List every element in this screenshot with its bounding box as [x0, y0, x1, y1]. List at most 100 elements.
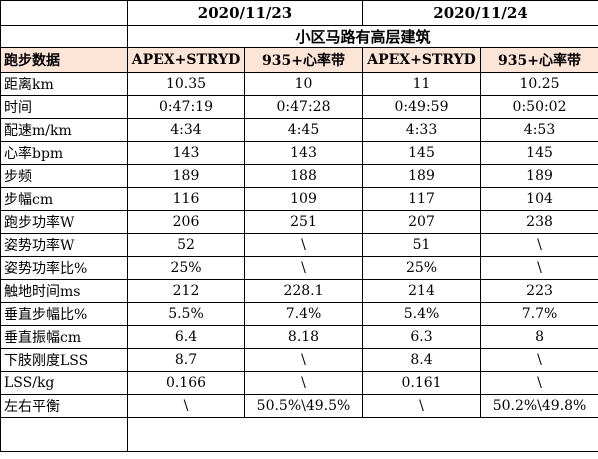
- value-cell[interactable]: 52: [127, 233, 245, 257]
- value-cell[interactable]: 4:53: [480, 118, 598, 142]
- data-rows: 距离km 10.35 10 11 10.25 时间 0:47:19 0:47:28 0:49:5…: [0, 72, 598, 418]
- value-cell[interactable]: 10: [243, 72, 364, 96]
- table-row: 下肢刚度LSS 8.7 \ 8.4 \: [0, 348, 598, 372]
- value-cell[interactable]: 188: [243, 164, 364, 188]
- table-row: 垂直步幅比% 5.5% 7.4% 5.4% 7.7%: [0, 302, 598, 326]
- value-cell[interactable]: \: [243, 256, 364, 280]
- value-cell[interactable]: \: [480, 371, 598, 395]
- row-label-cell[interactable]: 垂直振幅cm: [0, 325, 128, 349]
- row-label-cell[interactable]: 左右平衡: [0, 394, 128, 418]
- value-cell[interactable]: 4:34: [127, 118, 245, 142]
- row-label-cell[interactable]: 下肢刚度LSS: [0, 348, 128, 372]
- table-row: 时间 0:47:19 0:47:28 0:49:59 0:50:02: [0, 95, 598, 119]
- value-cell[interactable]: 212: [127, 279, 245, 303]
- table-row: 步幅cm 116 109 117 104: [0, 187, 598, 211]
- row-label-cell[interactable]: 垂直步幅比%: [0, 302, 128, 326]
- value-cell[interactable]: \: [243, 348, 364, 372]
- value-cell[interactable]: 206: [127, 210, 245, 234]
- value-cell[interactable]: \: [480, 233, 598, 257]
- value-cell[interactable]: 25%: [127, 256, 245, 280]
- row-label-cell[interactable]: 步频: [0, 164, 128, 188]
- corner-label-cell[interactable]: 跑步数据: [0, 47, 128, 73]
- value-cell[interactable]: 251: [243, 210, 364, 234]
- device-header-cell[interactable]: 935+心率带: [480, 47, 598, 73]
- value-cell[interactable]: 51: [362, 233, 482, 257]
- venue-cell[interactable]: 小区马路有高层建筑: [126, 25, 598, 48]
- value-cell[interactable]: 117: [362, 187, 482, 211]
- value-cell[interactable]: 25%: [362, 256, 482, 280]
- value-cell[interactable]: 8.7: [127, 348, 245, 372]
- value-cell[interactable]: \: [362, 394, 482, 418]
- device-header-cell[interactable]: APEX+STRYD: [362, 47, 482, 73]
- value-cell[interactable]: 207: [362, 210, 482, 234]
- row-label-cell[interactable]: 步幅cm: [0, 187, 128, 211]
- device-row: 跑步数据 APEX+STRYD 935+心率带 APEX+STRYD 935+心…: [0, 47, 598, 73]
- value-cell[interactable]: \: [480, 256, 598, 280]
- row-label-cell[interactable]: 时间: [0, 95, 128, 119]
- value-cell[interactable]: 10.25: [480, 72, 598, 96]
- table-row: 姿势功率W 52 \ 51 \: [0, 233, 598, 257]
- value-cell[interactable]: 6.4: [127, 325, 245, 349]
- row-label-cell[interactable]: 触地时间ms: [0, 279, 128, 303]
- value-cell[interactable]: 0:47:19: [127, 95, 245, 119]
- value-cell[interactable]: 8: [480, 325, 598, 349]
- value-cell[interactable]: 189: [127, 164, 245, 188]
- value-cell[interactable]: 0.166: [127, 371, 245, 395]
- value-cell[interactable]: 4:45: [243, 118, 364, 142]
- value-cell[interactable]: 0:49:59: [362, 95, 482, 119]
- value-cell[interactable]: 0.161: [362, 371, 482, 395]
- value-cell[interactable]: 116: [127, 187, 245, 211]
- value-cell[interactable]: 0:47:28: [243, 95, 364, 119]
- row-label-cell[interactable]: 配速m/km: [0, 118, 128, 142]
- table-row: 垂直振幅cm 6.4 8.18 6.3 8: [0, 325, 598, 349]
- value-cell[interactable]: 238: [480, 210, 598, 234]
- value-cell[interactable]: 214: [362, 279, 482, 303]
- value-cell[interactable]: \: [480, 348, 598, 372]
- value-cell[interactable]: 7.4%: [243, 302, 364, 326]
- value-cell[interactable]: 7.7%: [480, 302, 598, 326]
- venue-blank-cell[interactable]: [0, 25, 128, 48]
- value-cell[interactable]: 104: [480, 187, 598, 211]
- value-cell[interactable]: 5.5%: [127, 302, 245, 326]
- date-row: 2020/11/23 2020/11/24: [0, 0, 598, 26]
- corner-blank-cell[interactable]: [0, 0, 128, 26]
- value-cell[interactable]: 0:50:02: [480, 95, 598, 119]
- value-cell[interactable]: \: [243, 233, 364, 257]
- row-label-cell[interactable]: 跑步功率W: [0, 210, 128, 234]
- value-cell[interactable]: \: [127, 394, 245, 418]
- date-cell-1[interactable]: 2020/11/23: [126, 0, 364, 26]
- value-cell[interactable]: 145: [480, 141, 598, 165]
- venue-row: 小区马路有高层建筑: [0, 25, 598, 48]
- device-header-cell[interactable]: 935+心率带: [243, 47, 364, 73]
- row-label-cell[interactable]: 距离km: [0, 72, 128, 96]
- row-label-cell[interactable]: 姿势功率W: [0, 233, 128, 257]
- device-header-cell[interactable]: APEX+STRYD: [127, 47, 245, 73]
- value-cell[interactable]: 143: [243, 141, 364, 165]
- value-cell[interactable]: 145: [362, 141, 482, 165]
- row-label-cell[interactable]: 心率bpm: [0, 141, 128, 165]
- table-row: 姿势功率比% 25% \ 25% \: [0, 256, 598, 280]
- empty-cell[interactable]: [0, 417, 128, 452]
- value-cell[interactable]: 10.35: [127, 72, 245, 96]
- value-cell[interactable]: 5.4%: [362, 302, 482, 326]
- value-cell[interactable]: \: [243, 371, 364, 395]
- value-cell[interactable]: 189: [362, 164, 482, 188]
- value-cell[interactable]: 223: [480, 279, 598, 303]
- value-cell[interactable]: 50.5%\49.5%: [243, 394, 364, 418]
- value-cell[interactable]: 228.1: [243, 279, 364, 303]
- date-cell-2[interactable]: 2020/11/24: [362, 0, 598, 26]
- table-body: 2020/11/23 2020/11/24 小区马路有高层建筑 跑步数据 APE…: [0, 0, 598, 73]
- value-cell[interactable]: 8.4: [362, 348, 482, 372]
- value-cell[interactable]: 11: [362, 72, 482, 96]
- value-cell[interactable]: 50.2%\49.8%: [480, 394, 598, 418]
- value-cell[interactable]: 4:33: [362, 118, 482, 142]
- row-label-cell[interactable]: 姿势功率比%: [0, 256, 128, 280]
- value-cell[interactable]: 6.3: [362, 325, 482, 349]
- value-cell[interactable]: 8.18: [243, 325, 364, 349]
- value-cell[interactable]: 189: [480, 164, 598, 188]
- value-cell[interactable]: 143: [127, 141, 245, 165]
- table-row: 步频 189 188 189 189: [0, 164, 598, 188]
- empty-cell[interactable]: [126, 417, 598, 452]
- row-label-cell[interactable]: LSS/kg: [0, 371, 128, 395]
- value-cell[interactable]: 109: [243, 187, 364, 211]
